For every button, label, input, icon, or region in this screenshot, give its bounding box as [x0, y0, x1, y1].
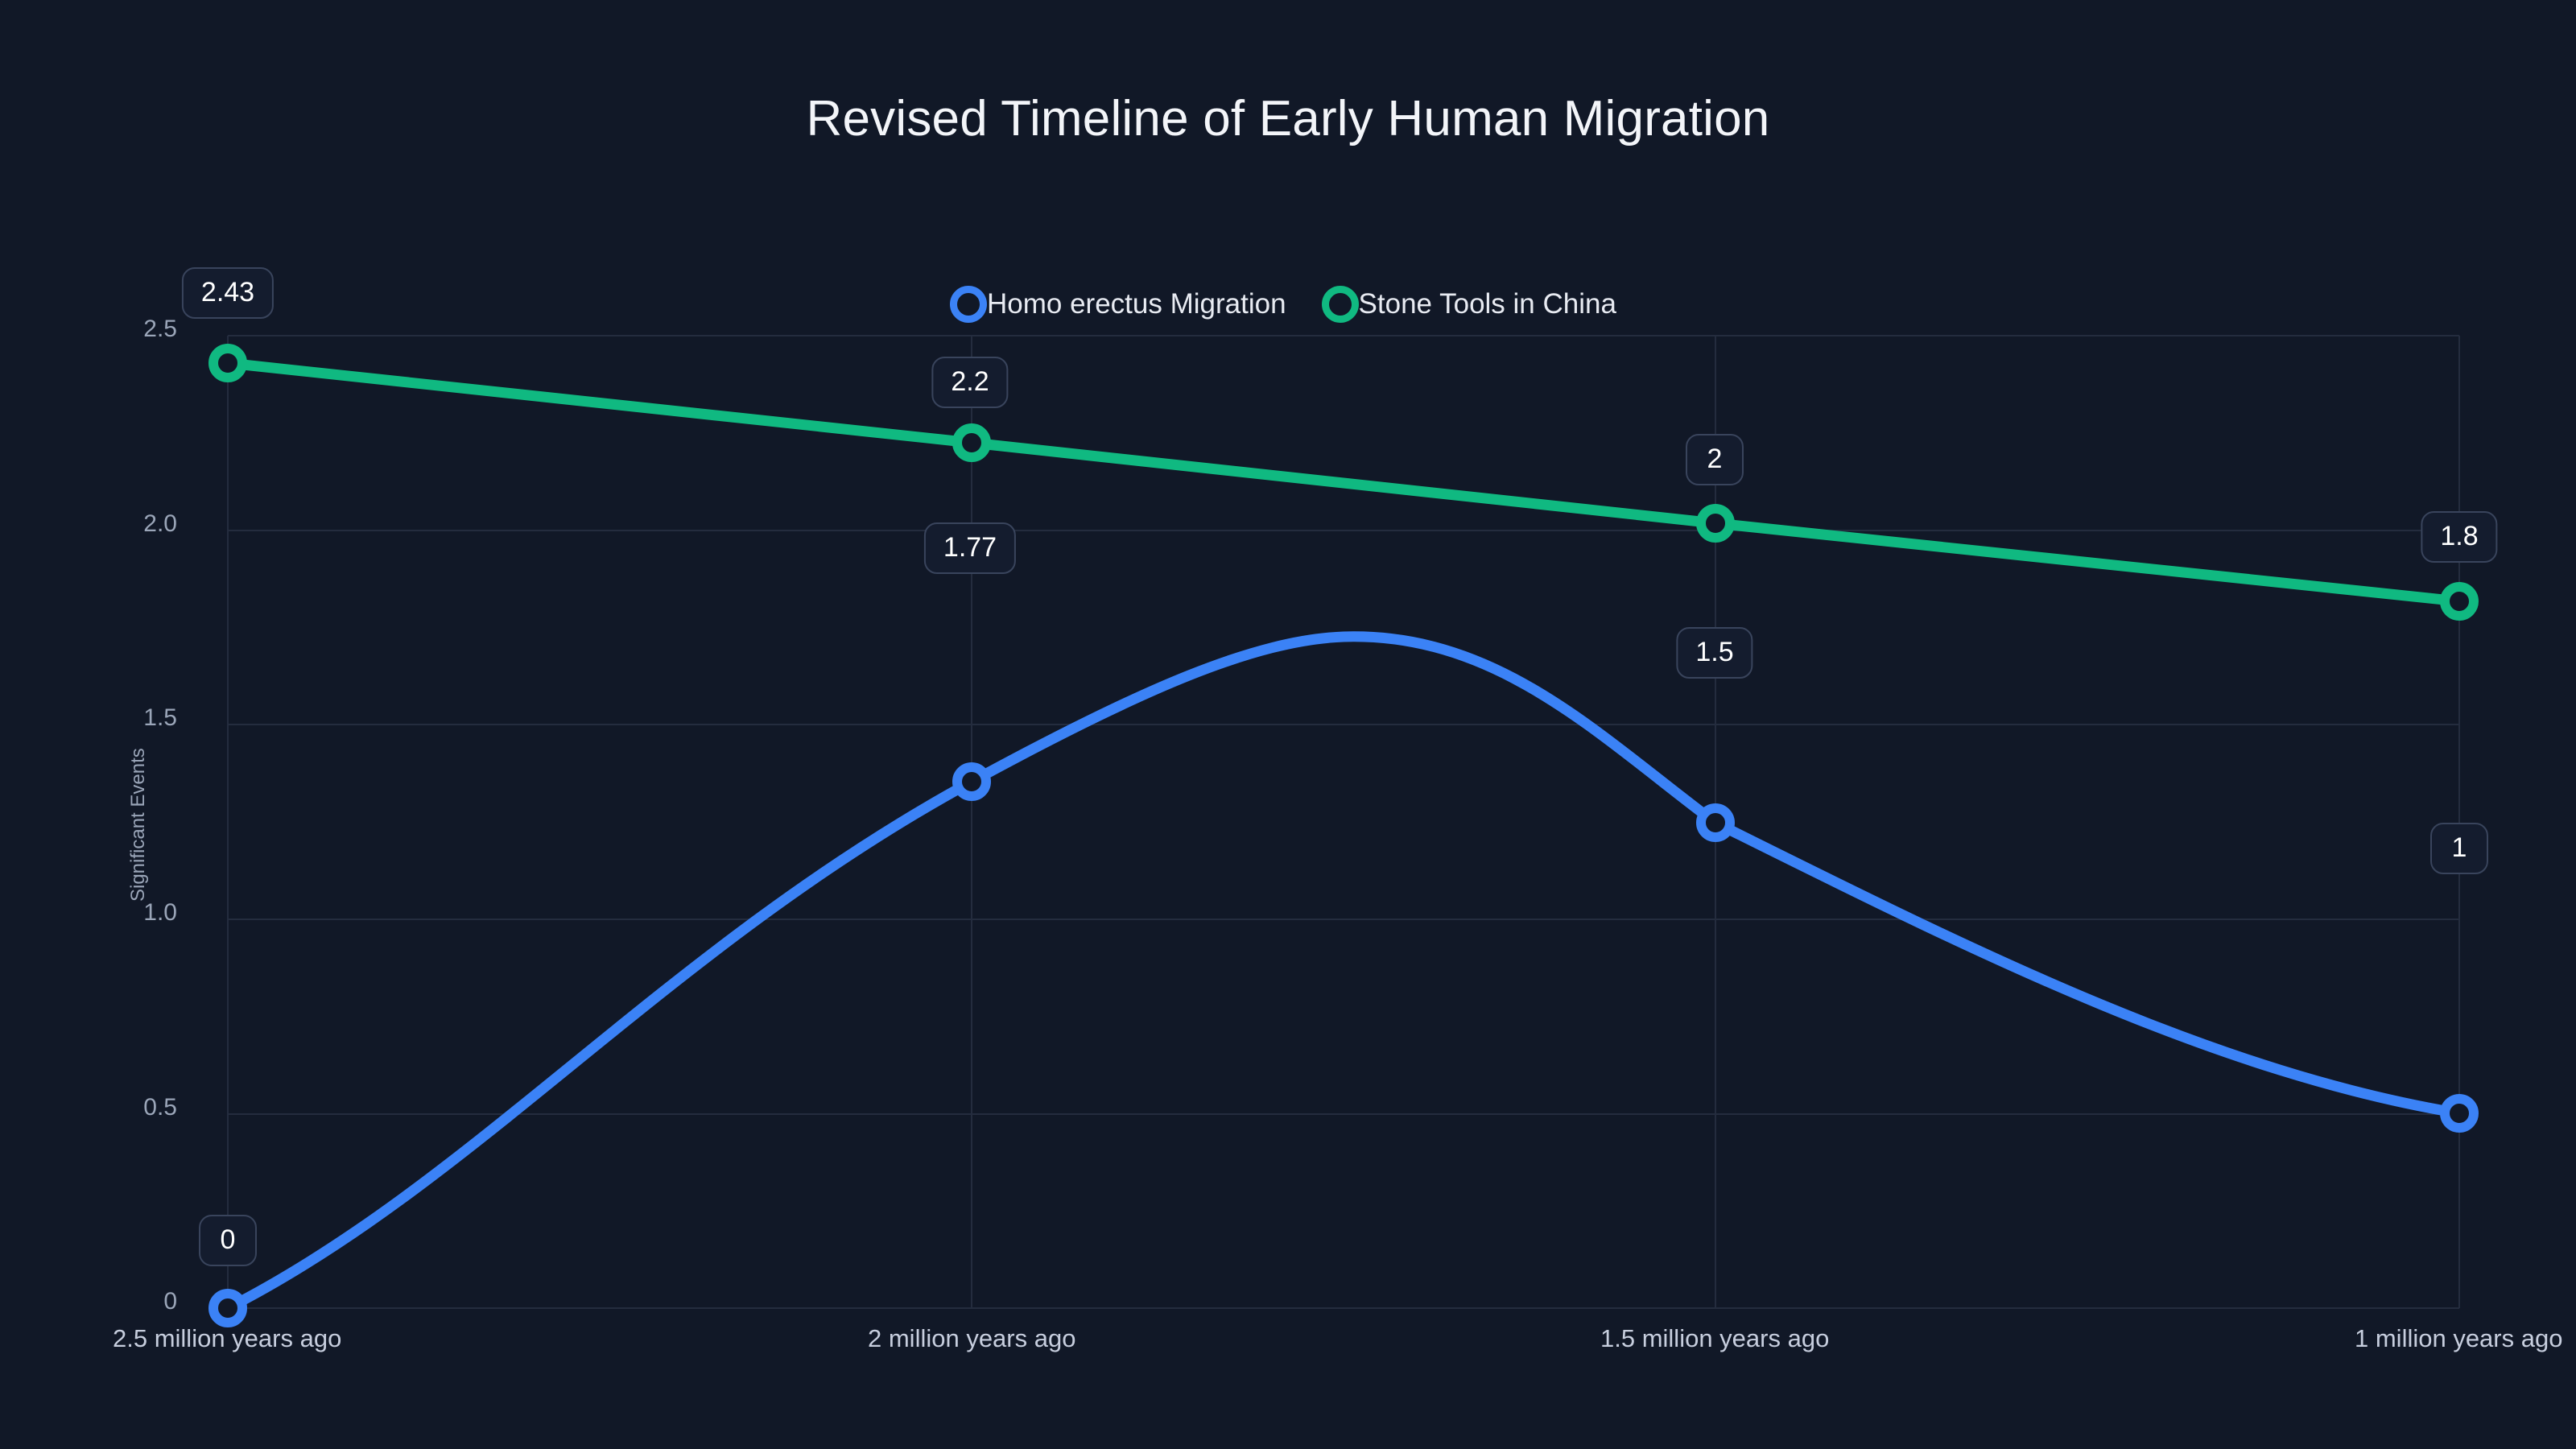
- data-label-stone-tools-0: 2.43: [181, 267, 275, 319]
- y-axis-tick-label: 0: [163, 1288, 177, 1315]
- series-line-stone-tools-in-china: [222, 357, 2465, 607]
- chart-legend: Homo erectus Migration Stone Tools in Ch…: [950, 280, 1616, 328]
- data-label-homo-erectus-3: 1: [2430, 823, 2488, 874]
- x-axis-tick-label: 2.5 million years ago: [113, 1324, 342, 1352]
- y-axis-tick-label: 1.0: [143, 899, 177, 926]
- page-title: Revised Timeline of Early Human Migratio…: [806, 91, 1770, 147]
- gridlines-horizontal: [228, 335, 2459, 1309]
- data-label-stone-tools-1: 2.2: [931, 357, 1009, 408]
- y-axis-tick-label: 2.0: [143, 510, 177, 537]
- data-label-stone-tools-2: 2: [1686, 434, 1744, 485]
- data-label-homo-erectus-0: 0: [199, 1215, 257, 1266]
- legend-label: Stone Tools in China: [1358, 288, 1616, 320]
- data-label-homo-erectus-2: 1.5: [1676, 627, 1753, 679]
- x-axis-tick-label: 1.5 million years ago: [1600, 1324, 1830, 1352]
- series-line-homo-erectus-migration: [222, 631, 2465, 1314]
- y-axis-tick-label: 0.5: [143, 1094, 177, 1121]
- y-axis-tick-label: 2.5: [143, 316, 177, 342]
- series-markers-homo-erectus-migration: [208, 762, 2479, 1327]
- x-axis-tick-label: 1 million years ago: [2355, 1324, 2563, 1352]
- series-markers-stone-tools-in-china: [208, 344, 2479, 621]
- data-label-stone-tools-3: 1.8: [2421, 511, 2498, 563]
- legend-label: Homo erectus Migration: [987, 288, 1286, 320]
- y-axis-tick-label: 1.5: [143, 704, 177, 731]
- legend-item-stone-tools-in-china[interactable]: Stone Tools in China: [1321, 280, 1616, 328]
- x-axis-tick-label: 2 million years ago: [868, 1324, 1076, 1352]
- data-label-homo-erectus-1: 1.77: [923, 522, 1017, 574]
- ring-marker-icon: [950, 286, 987, 323]
- legend-item-homo-erectus-migration[interactable]: Homo erectus Migration: [950, 280, 1286, 328]
- y-axis-title: Significant Events: [127, 748, 149, 902]
- ring-marker-icon: [1321, 286, 1359, 323]
